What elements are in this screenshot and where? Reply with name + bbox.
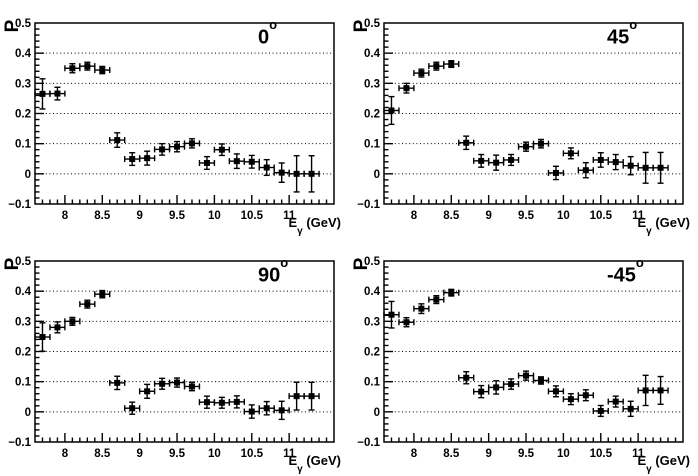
svg-text:8: 8 [62, 448, 69, 460]
panel-90deg: 8 8.5 9 9.5 10 10.5 11 −0.1 0 0.1 0.2 0.3 0.4 0.5 P 9… [0, 238, 349, 476]
svg-text:9: 9 [485, 448, 491, 460]
panel-0deg: 8 8.5 9 9.5 10 10.5 11 −0.1 0 0.1 0.2 0.3 0.4 0.5 P 0… [0, 0, 349, 238]
svg-text:0.3: 0.3 [15, 78, 31, 90]
svg-text:0: 0 [25, 407, 31, 419]
plot-svg-90deg: 8 8.5 9 9.5 10 10.5 11 −0.1 0 0.1 0.2 0.3 0.4 0.5 [8, 256, 335, 460]
svg-text:11: 11 [283, 210, 296, 222]
svg-text:10: 10 [208, 448, 221, 460]
plot-svg-45deg: 8 8.5 9 9.5 10 10.5 11 −0.1 0 0.1 0.2 0.3 0.4 0.5 [357, 18, 684, 222]
svg-text:0.3: 0.3 [15, 316, 31, 328]
svg-text:0.4: 0.4 [364, 48, 381, 60]
svg-text:8.5: 8.5 [443, 210, 460, 222]
svg-text:11: 11 [632, 210, 645, 222]
svg-text:0.4: 0.4 [15, 286, 32, 298]
svg-text:0.1: 0.1 [15, 139, 32, 151]
svg-text:9.5: 9.5 [518, 210, 535, 222]
svg-text:9: 9 [136, 210, 142, 222]
svg-text:10.5: 10.5 [241, 448, 264, 460]
panel-minus45deg: 8 8.5 9 9.5 10 10.5 11 −0.1 0 0.1 0.2 0.3 0.4 0.5 P -… [349, 238, 698, 476]
svg-text:8: 8 [411, 210, 418, 222]
y-axis-label: P [351, 19, 372, 33]
svg-text:10: 10 [208, 210, 221, 222]
svg-text:0.1: 0.1 [15, 377, 32, 389]
x-axis-label: Eγ (GeV) [288, 215, 341, 237]
y-axis-label: P [2, 19, 23, 33]
svg-text:0.5: 0.5 [15, 256, 32, 268]
svg-text:8: 8 [411, 448, 418, 460]
gamma-subscript: γ [297, 463, 303, 475]
svg-text:9.5: 9.5 [169, 210, 186, 222]
plot-svg-0deg: 8 8.5 9 9.5 10 10.5 11 −0.1 0 0.1 0.2 0.3 0.4 0.5 [8, 18, 335, 222]
svg-text:−0.1: −0.1 [8, 199, 31, 211]
svg-text:9.5: 9.5 [518, 448, 535, 460]
svg-text:−0.1: −0.1 [357, 199, 380, 211]
svg-text:10: 10 [557, 448, 570, 460]
svg-text:0.1: 0.1 [364, 377, 381, 389]
degree-superscript: o [629, 17, 638, 32]
svg-text:8: 8 [62, 210, 69, 222]
svg-text:0.4: 0.4 [15, 48, 32, 60]
svg-text:8.5: 8.5 [443, 448, 460, 460]
svg-text:0.2: 0.2 [364, 347, 380, 359]
svg-text:9: 9 [485, 210, 491, 222]
svg-text:0.1: 0.1 [364, 139, 381, 151]
svg-text:−0.1: −0.1 [357, 437, 380, 449]
svg-text:0.2: 0.2 [15, 109, 31, 121]
gamma-subscript: γ [297, 225, 303, 237]
x-axis-label: Eγ (GeV) [637, 215, 690, 237]
plot-svg-minus45deg: 8 8.5 9 9.5 10 10.5 11 −0.1 0 0.1 0.2 0.3 0.4 0.5 [357, 256, 684, 460]
panel-title-minus45deg: -45o [607, 255, 644, 287]
gamma-subscript: γ [646, 225, 652, 237]
x-axis-label: Eγ (GeV) [288, 453, 341, 475]
svg-text:0: 0 [374, 407, 380, 419]
svg-text:10.5: 10.5 [590, 210, 613, 222]
svg-text:−0.1: −0.1 [8, 437, 31, 449]
svg-text:11: 11 [283, 448, 296, 460]
svg-text:9.5: 9.5 [169, 448, 186, 460]
svg-text:0.3: 0.3 [364, 78, 380, 90]
svg-text:10.5: 10.5 [241, 210, 264, 222]
svg-text:0.3: 0.3 [364, 316, 380, 328]
y-axis-label: P [351, 257, 372, 271]
svg-text:0.2: 0.2 [364, 109, 380, 121]
svg-text:0: 0 [374, 169, 380, 181]
svg-text:8.5: 8.5 [94, 210, 111, 222]
svg-text:0.5: 0.5 [15, 18, 32, 30]
svg-text:9: 9 [136, 448, 142, 460]
svg-text:8.5: 8.5 [94, 448, 111, 460]
panel-45deg: 8 8.5 9 9.5 10 10.5 11 −0.1 0 0.1 0.2 0.3 0.4 0.5 P 4… [349, 0, 698, 238]
degree-superscript: o [280, 255, 289, 270]
x-axis-label: Eγ (GeV) [637, 453, 690, 475]
panel-title-90deg: 90o [258, 255, 289, 287]
degree-superscript: o [269, 17, 278, 32]
gamma-subscript: γ [646, 463, 652, 475]
degree-superscript: o [635, 255, 644, 270]
svg-text:0.2: 0.2 [15, 347, 31, 359]
svg-text:0.4: 0.4 [364, 286, 381, 298]
svg-text:10.5: 10.5 [590, 448, 613, 460]
panel-title-45deg: 45o [607, 17, 638, 49]
panel-title-0deg: 0o [258, 17, 278, 49]
svg-text:0.5: 0.5 [364, 256, 381, 268]
svg-text:0: 0 [25, 169, 31, 181]
svg-text:0.5: 0.5 [364, 18, 381, 30]
svg-text:11: 11 [632, 448, 645, 460]
svg-text:10: 10 [557, 210, 570, 222]
y-axis-label: P [2, 257, 23, 271]
